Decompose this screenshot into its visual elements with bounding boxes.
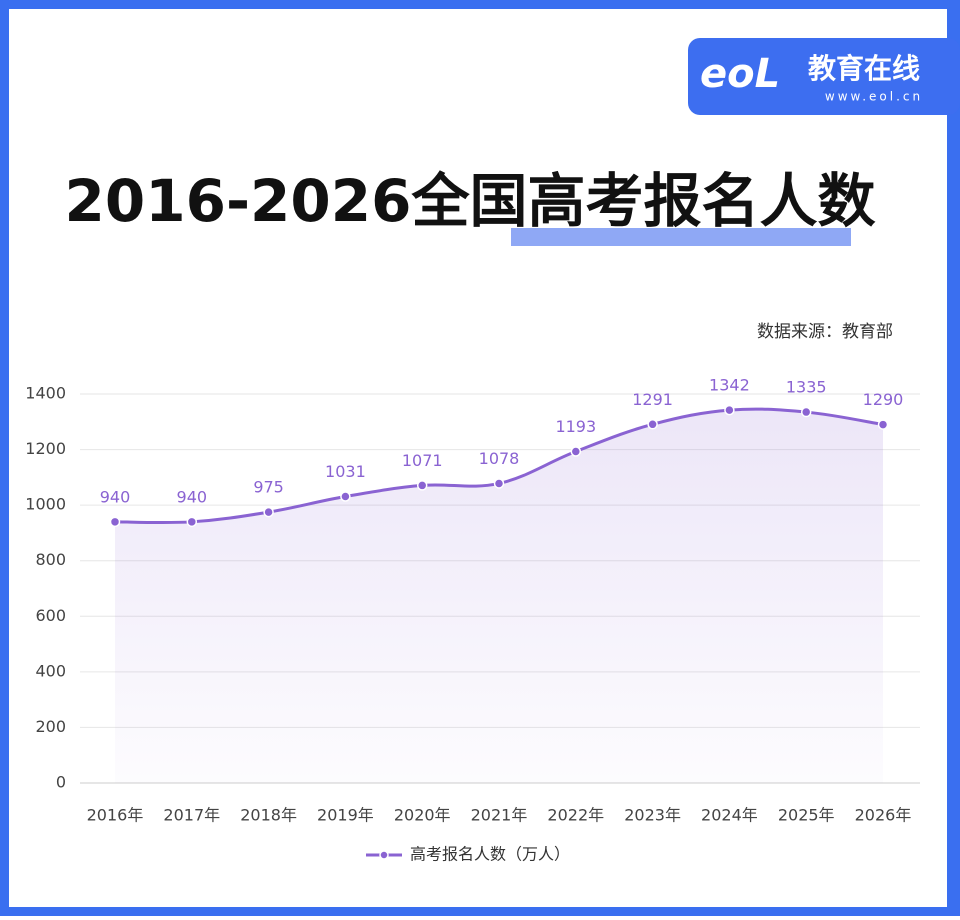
point (340, 491, 351, 502)
value-label: 1342 (709, 376, 750, 395)
y-tick-label: 800 (35, 550, 66, 569)
x-tick-label: 2017年 (163, 806, 220, 825)
x-tick-label: 2020年 (394, 806, 451, 825)
point (724, 404, 735, 416)
title-highlight (511, 228, 851, 246)
x-tick-label: 2022年 (547, 806, 604, 825)
legend-dot (379, 850, 389, 860)
logo-name: 教育在线 (808, 52, 920, 85)
y-tick-label: 0 (56, 773, 66, 792)
value-label: 1193 (555, 417, 596, 436)
point (109, 516, 121, 528)
x-tick-label: 2019年 (317, 806, 374, 825)
y-tick-label: 600 (35, 606, 66, 625)
legend-label: 高考报名人数（万人） (410, 845, 570, 864)
logo-mark: eoL (700, 51, 780, 97)
x-tick-label: 2026年 (855, 806, 912, 825)
area (115, 409, 883, 783)
point (647, 419, 658, 430)
value-label: 1291 (632, 390, 673, 409)
y-tick-label: 1200 (25, 439, 66, 458)
x-tick-label: 2024年 (701, 806, 758, 825)
y-tick-label: 200 (35, 717, 66, 736)
point (186, 516, 198, 528)
value-label: 940 (177, 487, 208, 506)
x-tick-label: 2023年 (624, 806, 681, 825)
point (570, 446, 582, 457)
point (800, 406, 812, 418)
logo-box (688, 38, 960, 115)
value-label: 975 (253, 478, 284, 497)
point (493, 478, 505, 489)
x-tick-label: 2021年 (471, 806, 528, 825)
value-label: 1335 (786, 378, 827, 397)
y-tick-label: 1400 (25, 384, 66, 403)
y-tick-label: 1000 (25, 495, 66, 514)
x-tick-label: 2018年 (240, 806, 297, 825)
value-label: 1071 (402, 451, 443, 470)
point (877, 419, 889, 430)
value-label: 1031 (325, 462, 366, 481)
y-tick-label: 400 (35, 661, 66, 680)
x-tick-label: 2025年 (778, 806, 835, 825)
chart-title: 2016-2026全国高考报名人数 (65, 167, 876, 235)
value-label: 1290 (863, 390, 904, 409)
logo-url: www.eol.cn (825, 90, 923, 104)
x-tick-label: 2016年 (87, 806, 144, 825)
point (263, 506, 274, 518)
point (416, 480, 428, 491)
source: 数据来源：教育部 (757, 322, 893, 342)
value-label: 1078 (479, 449, 520, 468)
value-label: 940 (100, 487, 131, 506)
